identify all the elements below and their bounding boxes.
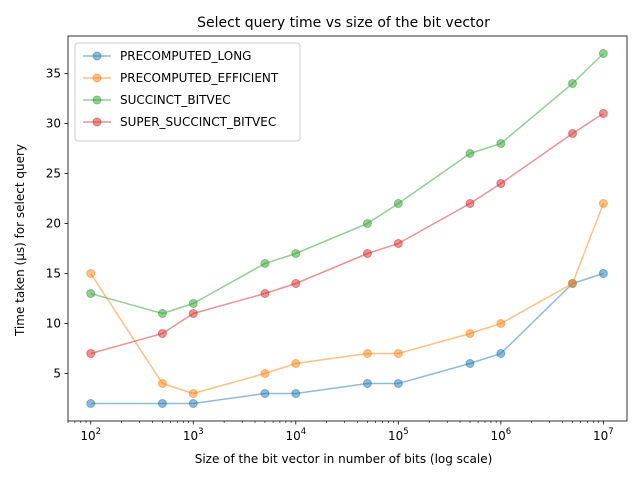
data-point xyxy=(362,379,372,388)
data-point xyxy=(598,199,608,208)
data-point xyxy=(568,279,578,288)
data-point xyxy=(86,289,96,298)
x-axis-label: Size of the bit vector in number of bits… xyxy=(195,452,493,466)
data-point xyxy=(362,219,372,228)
x-tick-label: 103 xyxy=(183,427,204,443)
data-point xyxy=(86,399,96,408)
data-point xyxy=(260,259,270,268)
data-point xyxy=(157,399,167,408)
legend-marker xyxy=(92,117,102,127)
axes-layer: 5 10 15 20 25 30 35 102 103 104 105 106 107 xyxy=(46,35,628,443)
y-axis-label: Time taken (µs) for select query xyxy=(13,144,27,337)
y-tick-label: 25 xyxy=(46,167,61,181)
data-point xyxy=(86,269,96,278)
y-tick-label: 15 xyxy=(46,267,61,281)
legend-label: PRECOMPUTED_EFFICIENT xyxy=(120,71,279,85)
chart-title: Select query time vs size of the bit vec… xyxy=(197,15,490,31)
data-point xyxy=(568,79,578,88)
data-point xyxy=(188,299,198,308)
data-point xyxy=(465,359,475,368)
legend: PRECOMPUTED_LONG PRECOMPUTED_EFFICIENT SUC… xyxy=(74,42,301,142)
x-tick-label: 107 xyxy=(593,427,614,443)
data-point xyxy=(598,269,608,278)
data-point xyxy=(496,139,506,148)
y-tick-label: 30 xyxy=(46,117,61,131)
data-point xyxy=(393,239,403,248)
legend-marker xyxy=(92,51,102,61)
data-point xyxy=(598,49,608,58)
data-point xyxy=(157,379,167,388)
data-point xyxy=(157,309,167,318)
series-precomputed_long xyxy=(86,269,608,408)
data-point xyxy=(465,199,475,208)
legend-label: SUPER_SUCCINCT_BITVEC xyxy=(120,115,276,129)
data-point xyxy=(362,249,372,258)
legend-entry: PRECOMPUTED_LONG xyxy=(83,49,251,63)
data-point xyxy=(362,349,372,358)
data-point xyxy=(393,379,403,388)
data-point xyxy=(496,349,506,358)
data-point xyxy=(465,329,475,338)
y-tick-label: 20 xyxy=(46,217,61,231)
data-point xyxy=(188,309,198,318)
x-tick-label: 104 xyxy=(285,427,306,443)
y-tick-label: 35 xyxy=(46,67,61,81)
data-point xyxy=(291,279,301,288)
plot-frame xyxy=(67,35,628,422)
data-point xyxy=(496,179,506,188)
legend-label: PRECOMPUTED_LONG xyxy=(120,49,251,63)
data-point xyxy=(157,329,167,338)
y-tick-label: 5 xyxy=(53,367,61,381)
data-point xyxy=(291,249,301,258)
data-point xyxy=(393,199,403,208)
data-point xyxy=(188,399,198,408)
data-point xyxy=(393,349,403,358)
series-precomputed_efficient xyxy=(86,199,608,398)
series-succinct_bitvec xyxy=(86,49,608,318)
data-point xyxy=(496,319,506,328)
data-point xyxy=(568,129,578,138)
legend-entry: SUPER_SUCCINCT_BITVEC xyxy=(83,115,276,129)
legend-box xyxy=(74,42,301,142)
data-point xyxy=(260,289,270,298)
x-tick-label: 102 xyxy=(80,427,101,443)
data-point xyxy=(598,109,608,118)
legend-entry: PRECOMPUTED_EFFICIENT xyxy=(83,71,279,85)
data-point xyxy=(260,369,270,378)
x-tick-label: 105 xyxy=(388,427,409,443)
data-point xyxy=(86,349,96,358)
legend-entry: SUCCINCT_BITVEC xyxy=(83,93,231,107)
data-point xyxy=(465,149,475,158)
data-point xyxy=(291,389,301,398)
plot-layer xyxy=(86,49,608,408)
series-super_succinct_bitvec xyxy=(86,109,608,358)
legend-marker xyxy=(92,95,102,105)
data-point xyxy=(188,389,198,398)
x-tick-label: 106 xyxy=(490,427,511,443)
legend-marker xyxy=(92,73,102,83)
legend-label: SUCCINCT_BITVEC xyxy=(120,93,231,107)
data-point xyxy=(291,359,301,368)
y-tick-label: 10 xyxy=(46,317,61,331)
data-point xyxy=(260,389,270,398)
